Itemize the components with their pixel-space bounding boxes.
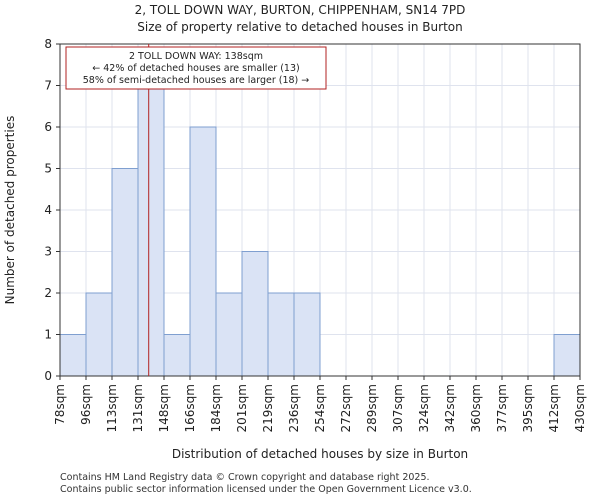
x-tick-label: 430sqm	[573, 384, 587, 432]
y-tick-label: 8	[44, 37, 52, 51]
annotation-frame	[65, 46, 327, 90]
histogram-bar	[293, 292, 321, 377]
chart-subtitle: Size of property relative to detached ho…	[137, 20, 463, 34]
footer-line-1: Contains HM Land Registry data © Crown c…	[60, 472, 430, 483]
y-tick-label: 6	[44, 120, 52, 134]
y-tick-label: 5	[44, 162, 52, 176]
x-tick-label: 289sqm	[365, 384, 379, 432]
x-tick-label: 272sqm	[339, 384, 353, 432]
histogram-bar	[59, 334, 87, 377]
y-tick-label: 2	[44, 286, 52, 300]
footer-line-2: Contains public sector information licen…	[60, 484, 472, 495]
x-tick-label: 254sqm	[313, 384, 327, 432]
x-tick-label: 166sqm	[183, 384, 197, 432]
histogram-bars	[59, 85, 581, 377]
x-tick-label: 148sqm	[157, 384, 171, 432]
x-tick-label: 201sqm	[235, 384, 249, 432]
x-tick-label: 219sqm	[261, 384, 275, 432]
x-tick-label: 395sqm	[521, 384, 535, 432]
histogram-bar	[553, 334, 581, 377]
annotation-line-1: 2 TOLL DOWN WAY: 138sqm	[129, 51, 263, 62]
axes: 0 1 2 3 4 5 6 7 8 78sqm 96sqm 113sqm 131sqm 148sqm 166…	[44, 37, 587, 432]
x-tick-label: 307sqm	[391, 384, 405, 432]
y-tick-label: 7	[44, 79, 52, 93]
annotation-box: 2 TOLL DOWN WAY: 138sqm ← 42% of detache…	[65, 46, 327, 90]
histogram-bar	[215, 292, 243, 377]
x-tick-label: 96sqm	[79, 384, 93, 425]
x-axis-label: Distribution of detached houses by size …	[172, 447, 468, 461]
y-tick-label: 3	[44, 245, 52, 259]
x-tick-label: 412sqm	[547, 384, 561, 432]
histogram-bar	[189, 126, 217, 377]
x-tick-label: 113sqm	[105, 384, 119, 432]
annotation-line-3: 58% of semi-detached houses are larger (…	[83, 75, 310, 86]
x-tick-label: 131sqm	[131, 384, 145, 432]
histogram-bar	[85, 292, 113, 377]
histogram-bar	[111, 168, 139, 377]
chart-title: 2, TOLL DOWN WAY, BURTON, CHIPPENHAM, SN…	[134, 3, 466, 17]
y-tick-label: 1	[44, 328, 52, 342]
histogram-bar	[241, 251, 269, 377]
y-tick-label: 4	[44, 203, 52, 217]
x-tick-label: 184sqm	[209, 384, 223, 432]
x-tick-label: 78sqm	[53, 384, 67, 425]
histogram-bar	[137, 85, 165, 377]
y-axis-label: Number of detached properties	[3, 116, 17, 305]
x-tick-label: 360sqm	[469, 384, 483, 432]
x-tick-label: 377sqm	[495, 384, 509, 432]
histogram-bar	[267, 292, 295, 377]
x-tick-label: 324sqm	[417, 384, 431, 432]
y-tick-label: 0	[44, 369, 52, 383]
annotation-line-2: ← 42% of detached houses are smaller (13…	[92, 63, 299, 74]
x-tick-label: 342sqm	[443, 384, 457, 432]
x-tick-label: 236sqm	[287, 384, 301, 432]
histogram-bar	[163, 334, 191, 377]
